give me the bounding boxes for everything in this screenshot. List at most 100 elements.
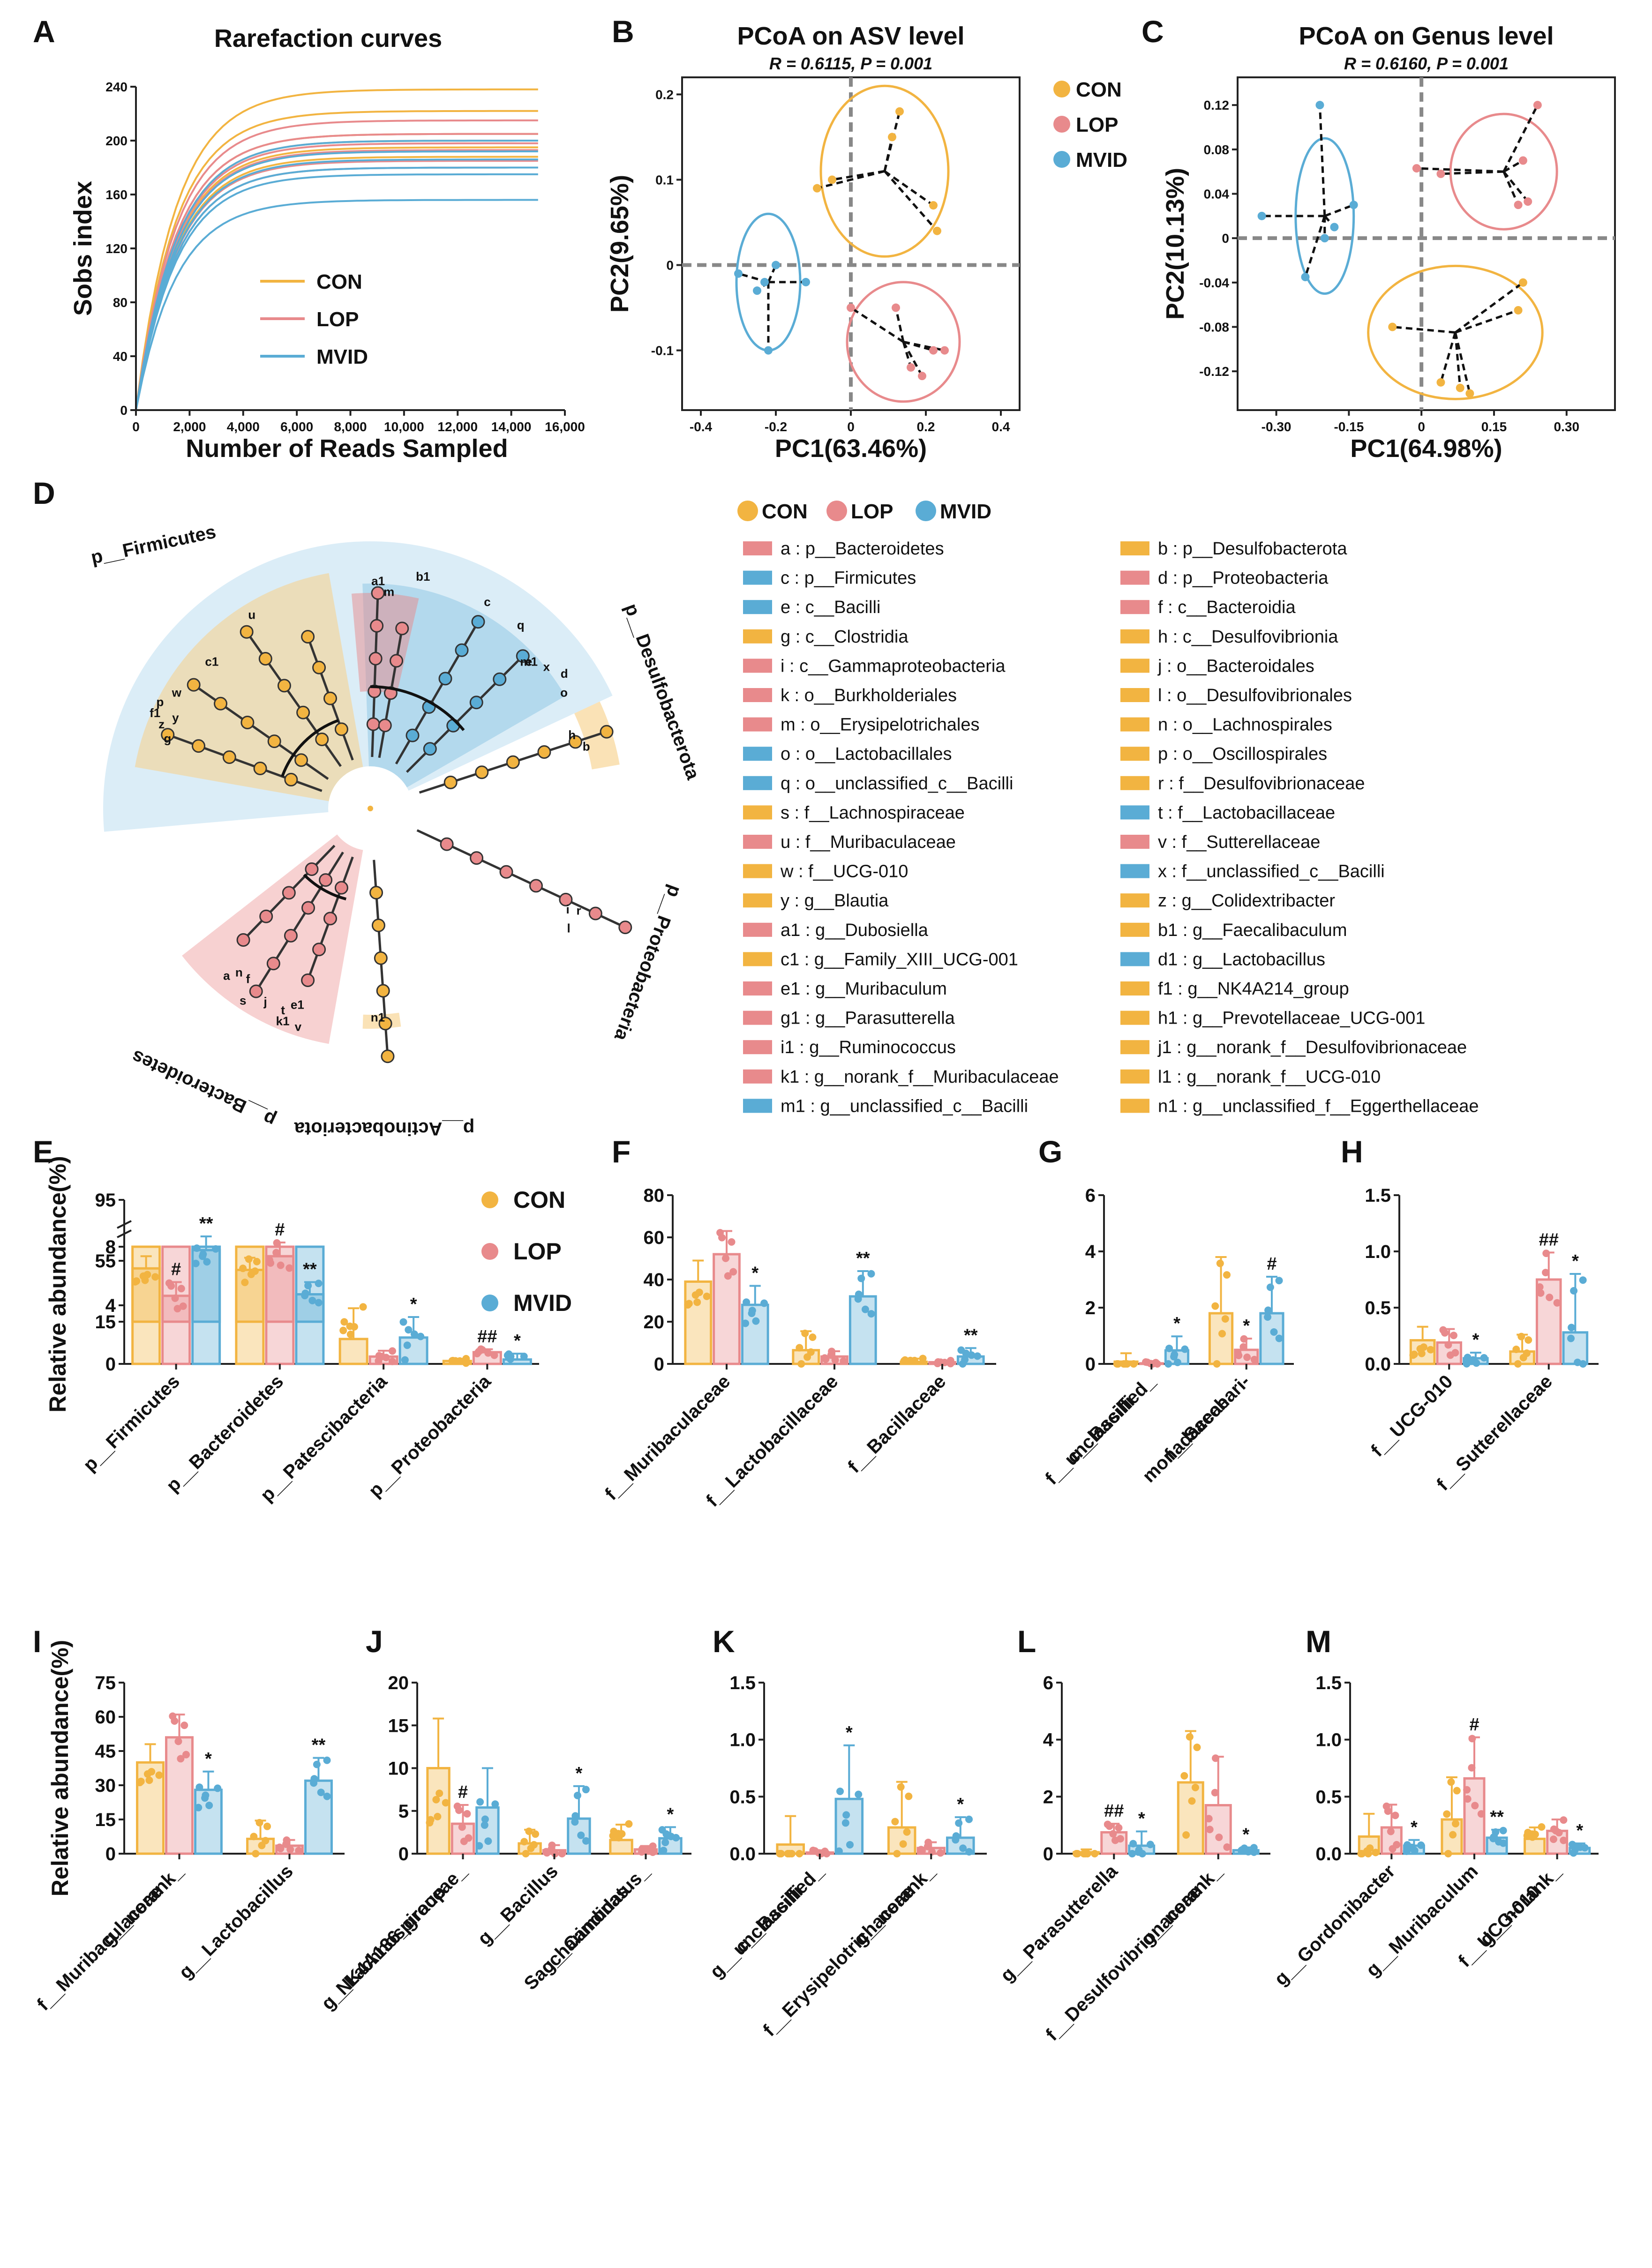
sample-dot-mvid: [399, 1318, 407, 1326]
legend-dot-mvid: [1053, 151, 1070, 168]
sample-dot-con: [1512, 1345, 1520, 1353]
sample-dot-con: [1180, 1772, 1188, 1780]
sample-dot-con: [263, 1822, 271, 1830]
taxon-label: f1 : g__NK4A214_group: [1158, 979, 1349, 999]
sample-dot-mvid: [410, 1330, 418, 1338]
y-tick-label: 1.5: [1365, 1185, 1391, 1206]
sample-dot-con: [252, 1850, 260, 1857]
clade-node: [374, 951, 388, 965]
node-letter: c: [484, 595, 490, 609]
taxon-label: g1 : g__Parasutterella: [781, 1009, 955, 1028]
panel-letter-f: F: [612, 1134, 631, 1169]
taxon-swatch-con: [1120, 1040, 1149, 1055]
clade-node: [537, 745, 551, 759]
sample-dot-mvid: [743, 1298, 751, 1306]
clade-node: [284, 772, 298, 786]
y-tick-label: 240: [105, 80, 128, 94]
panel-c-pcoa: -0.30 -0.15 0 0.15 0.30 -0.12 -0.08 -0.04 0 0.04 0…: [1161, 22, 1616, 463]
node-letter: p: [157, 695, 164, 709]
legend-label-lop: LOP: [851, 500, 893, 523]
sample-dot-lop: [1109, 1830, 1117, 1838]
node-letter: s: [240, 993, 246, 1007]
sample-dot-con: [340, 1318, 348, 1326]
clade-node: [390, 654, 404, 668]
x-axis-title: Number of Reads Sampled: [186, 434, 508, 463]
centroid-spoke: [1318, 105, 1326, 216]
sample-dot-mvid: [962, 1349, 970, 1357]
clade-node: [214, 696, 228, 711]
sample-dot-lop: [1215, 1834, 1223, 1841]
sample-dot-con: [255, 1819, 263, 1826]
sample-dot-con: [796, 1344, 803, 1352]
significance-mark: **: [312, 1736, 326, 1755]
sample-dot-mvid: [195, 1804, 203, 1811]
significance-mark: *: [1572, 1251, 1579, 1271]
sample-dot-mvid: [323, 1756, 331, 1764]
sample-dot-mvid: [304, 1281, 312, 1289]
panel-letter-b: B: [612, 14, 634, 49]
panel-e-bars: 048155595#**p__Firmicutes#**p__Bacteroid…: [45, 1156, 572, 1505]
centroid-spoke: [903, 340, 945, 352]
significance-mark: *: [1576, 1821, 1583, 1841]
taxon-swatch-mvid: [743, 776, 772, 790]
node-letter: w: [172, 686, 182, 700]
sample-dot-mvid: [212, 1245, 220, 1253]
sample-dot-con: [527, 1844, 535, 1852]
taxon-swatch-lop: [1120, 600, 1149, 614]
taxon-label: k : o__Burkholderiales: [781, 686, 957, 705]
sample-dot-con: [155, 1771, 163, 1779]
significance-mark: *: [514, 1331, 521, 1351]
x-axis-title: PC1(63.46%): [775, 434, 927, 463]
clade-node: [236, 933, 250, 947]
sample-dot-con: [434, 1812, 442, 1820]
clade-node: [371, 586, 385, 600]
sample-dot-mvid: [308, 1296, 316, 1304]
sample-dot-lop: [1560, 1816, 1568, 1824]
sample-point-con: [1518, 278, 1527, 287]
sample-point-mvid: [1320, 234, 1329, 243]
y-tick-label: 60: [95, 1707, 116, 1728]
sample-dot-mvid: [1579, 1360, 1587, 1368]
y-axis-title: Relative abundance(%): [45, 1156, 71, 1412]
sample-dot-lop: [1468, 1735, 1476, 1743]
panel-letter-d: D: [33, 476, 55, 510]
x-tick-label: p__Bacteroidetes: [162, 1371, 287, 1496]
y-tick-label: 0.04: [1204, 187, 1230, 202]
sample-dot-mvid: [203, 1258, 211, 1266]
centroid-spoke: [1502, 171, 1519, 206]
node-letter: z: [158, 717, 165, 731]
sample-dot-con: [525, 1827, 533, 1835]
sample-dot-con: [809, 1333, 817, 1341]
sample-dot-lop: [946, 1356, 954, 1364]
node-letter: a1: [371, 574, 385, 588]
node-letter: n1: [371, 1010, 385, 1025]
sample-dot-con: [1211, 1302, 1219, 1310]
sample-dot-lop: [823, 1850, 831, 1857]
sample-dot-con: [346, 1330, 354, 1338]
sample-dot-mvid: [1170, 1353, 1178, 1361]
clade-node: [376, 984, 390, 998]
y-tick-label: 5: [398, 1801, 409, 1822]
clade-node: [240, 715, 255, 729]
x-tick-label: monadaceae: [1139, 1392, 1233, 1486]
confidence-ellipse-lop: [846, 281, 961, 403]
legend-label-con: CON: [762, 500, 808, 523]
sample-dot-lop: [1451, 1349, 1459, 1357]
node-letter: o: [560, 686, 568, 700]
sample-dot-con: [1216, 1259, 1224, 1267]
sample-dot-mvid: [201, 1794, 209, 1802]
sample-dot-lop: [1387, 1827, 1395, 1835]
sample-point-mvid: [1301, 273, 1310, 281]
panel-h-bars: 0.00.51.01.5*f__UCG-010##*f__Sutterellac…: [1365, 1185, 1599, 1495]
bar-con: [1208, 1312, 1234, 1365]
sample-dot-lop: [1553, 1299, 1561, 1307]
x-tick-label: -0.15: [1334, 419, 1364, 434]
sample-dot-con: [532, 1830, 540, 1838]
sample-dot-mvid: [214, 1784, 222, 1792]
legend-dot-lop: [481, 1243, 498, 1260]
clade-node: [312, 943, 326, 957]
sample-dot-con: [1453, 1787, 1461, 1795]
sample-dot-con: [1188, 1797, 1196, 1805]
sample-dot-mvid: [861, 1305, 869, 1313]
clade-node: [258, 652, 272, 666]
